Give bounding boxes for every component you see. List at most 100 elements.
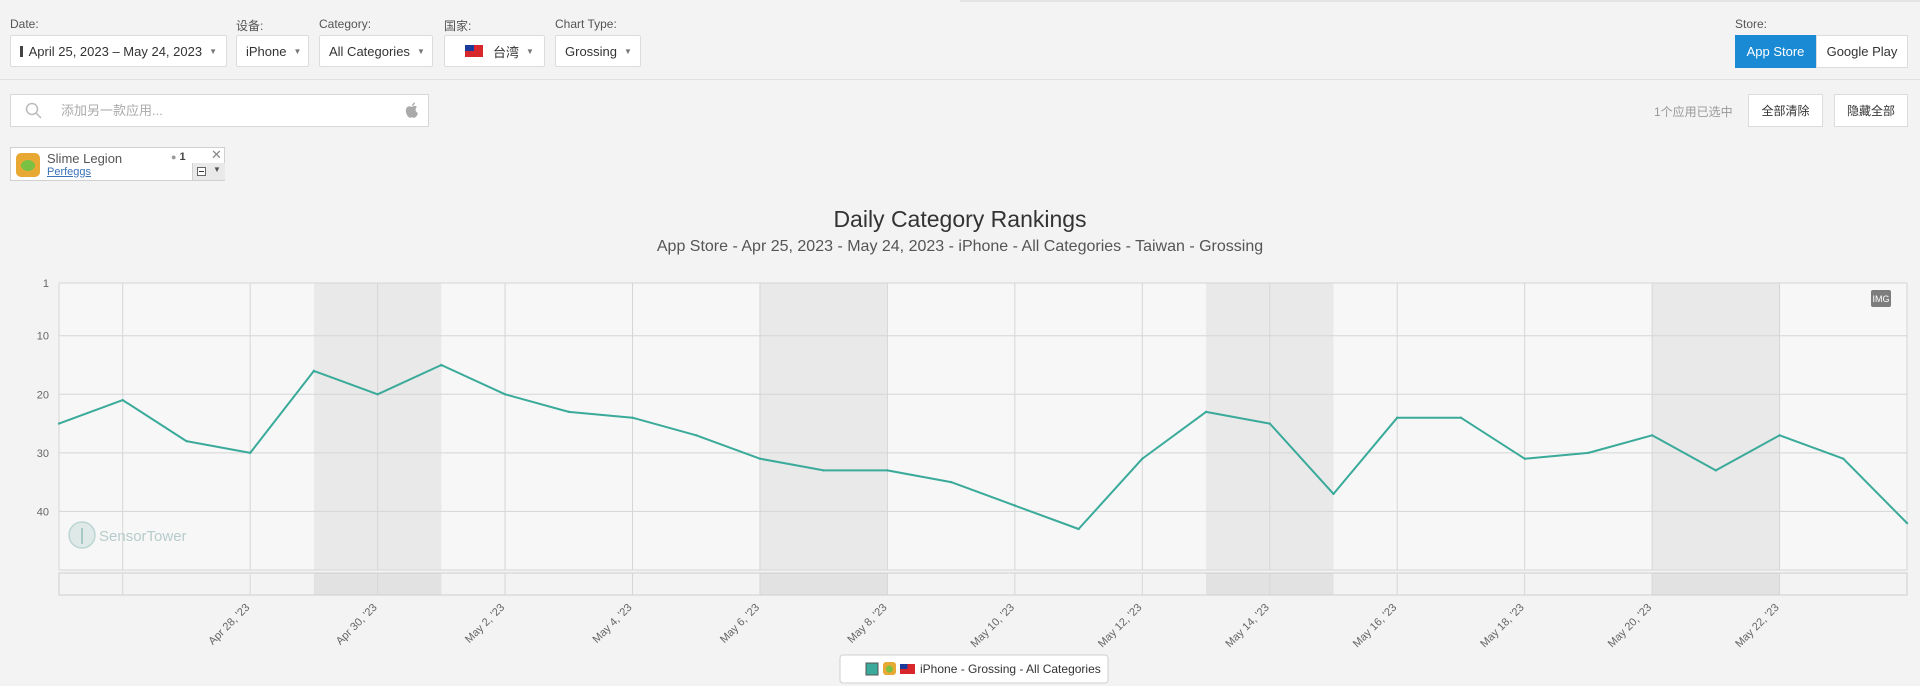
legend-flag-canton <box>900 664 908 669</box>
data-point <box>886 469 889 472</box>
x-tick-label: May 2, '23 <box>463 602 507 646</box>
data-point <box>121 398 124 402</box>
navigator-weekend-band <box>759 573 888 595</box>
category-label: Category: <box>319 17 372 31</box>
category-select[interactable]: All Categories ▼ <box>319 35 433 67</box>
data-point <box>567 410 570 414</box>
data-point <box>1077 527 1080 531</box>
chart-type-value: Grossing <box>565 43 618 59</box>
x-tick-label: May 18, '23 <box>1478 602 1526 650</box>
chevron-down-icon[interactable]: ▼ <box>213 165 221 174</box>
x-tick-label: May 6, '23 <box>718 602 762 646</box>
legend-box <box>839 654 1109 684</box>
data-point <box>1650 434 1654 437</box>
data-point <box>758 457 762 460</box>
taiwan-flag-icon <box>465 45 483 57</box>
x-tick-label: May 4, '23 <box>591 602 635 646</box>
app-store-button[interactable]: App Store <box>1735 35 1816 68</box>
y-tick-label: 10 <box>37 331 49 343</box>
y-tick-label: 1 <box>43 278 49 290</box>
data-point <box>248 451 252 455</box>
chart-subtitle: App Store - Apr 25, 2023 - May 24, 2023 … <box>656 238 1264 255</box>
y-tick-label: 20 <box>37 389 49 401</box>
date-range-value: April 25, 2023 – May 24, 2023 <box>28 43 203 59</box>
legend-app-icon-detail <box>886 665 893 673</box>
data-point <box>1587 451 1590 455</box>
chevron-down-icon: ▼ <box>526 46 534 56</box>
country-value: 台湾 <box>493 44 520 60</box>
country-select[interactable]: 台湾 ▼ <box>444 35 545 67</box>
data-point <box>1396 416 1399 419</box>
app-rank-value: 1 <box>179 151 186 163</box>
legend-series-swatch <box>865 662 879 676</box>
chevron-down-icon: ▼ <box>416 46 425 56</box>
country-label: 国家: <box>444 19 472 33</box>
selected-count: 1个应用已选中 <box>1654 105 1733 119</box>
chevron-down-icon: ▼ <box>293 46 302 56</box>
data-point <box>57 422 61 425</box>
navigator-bar <box>58 572 1908 596</box>
chip-controls: ▼ <box>192 163 225 180</box>
chevron-down-icon: ▼ <box>624 46 632 56</box>
date-label: Date: <box>10 17 39 31</box>
chart-title: Daily Category Rankings <box>833 206 1087 232</box>
x-tick-label: May 14, '23 <box>1223 602 1271 650</box>
search-input[interactable] <box>59 102 403 119</box>
ranking-chart: 1 10 20 30 40 Apr 28, '23 Apr 30, '23 May 2, '2… <box>37 278 1909 684</box>
slime-app-icon <box>16 153 40 177</box>
y-tick-label: 30 <box>37 448 49 460</box>
app-search-box[interactable] <box>10 94 429 127</box>
export-image-button[interactable] <box>1871 290 1891 307</box>
collapse-icon[interactable] <box>197 167 206 176</box>
data-point <box>1778 434 1781 437</box>
chevron-down-icon: ▼ <box>209 46 217 56</box>
data-point <box>376 393 379 396</box>
chart-type-select[interactable]: Grossing ▼ <box>555 35 641 67</box>
data-point <box>1842 457 1845 460</box>
top-divider <box>960 0 1920 2</box>
weekend-band <box>1652 283 1780 570</box>
data-point <box>1905 521 1909 525</box>
data-point <box>631 416 634 419</box>
store-label: Store: <box>1735 17 1768 31</box>
sensortower-watermark: SensorTower <box>99 528 187 545</box>
export-image-label: IMG <box>1873 294 1890 304</box>
app-chip[interactable]: Slime Legion Perfeggs ● 1 ✕ ▼ <box>10 147 225 181</box>
data-point <box>440 363 443 367</box>
x-tick-label: May 20, '23 <box>1606 602 1654 650</box>
clear-all-button[interactable]: 全部清除 <box>1748 94 1823 127</box>
x-tick-label: May 16, '23 <box>1351 602 1399 650</box>
google-play-button[interactable]: Google Play <box>1816 35 1908 68</box>
data-point <box>822 469 825 472</box>
weekend-band <box>759 283 888 570</box>
data-point <box>1268 422 1271 425</box>
legend-series-label: iPhone - Grossing - All Categories <box>920 662 1101 676</box>
y-tick-label: 40 <box>37 506 49 518</box>
data-point <box>185 439 188 443</box>
x-tick-label: May 22, '23 <box>1733 602 1781 650</box>
x-tick-label: May 8, '23 <box>845 602 889 646</box>
close-icon[interactable]: ✕ <box>211 147 222 162</box>
device-select[interactable]: iPhone ▼ <box>236 35 309 67</box>
developer-link[interactable]: Perfeggs <box>47 166 92 178</box>
date-range-picker[interactable]: April 25, 2023 – May 24, 2023 ▼ <box>10 35 227 67</box>
apple-icon <box>405 102 418 118</box>
x-tick-label: Apr 28, '23 <box>206 602 252 648</box>
data-point <box>1523 457 1526 460</box>
data-point <box>1013 504 1017 507</box>
apple-small-icon: ● <box>171 152 177 162</box>
chart-type-label: Chart Type: <box>555 17 617 31</box>
data-point <box>1141 457 1144 460</box>
hide-all-button[interactable]: 隐藏全部 <box>1834 94 1908 127</box>
app-name: Slime Legion <box>47 151 123 166</box>
app-rank-badge: ● 1 <box>171 151 186 163</box>
data-point <box>1714 469 1718 472</box>
filter-divider <box>0 79 1920 80</box>
data-point <box>1459 416 1463 419</box>
navigator-weekend-band <box>1652 573 1780 595</box>
data-point <box>949 480 953 484</box>
x-tick-label: May 12, '23 <box>1096 602 1144 650</box>
device-label: 设备: <box>236 19 264 33</box>
x-tick-label: May 10, '23 <box>969 602 1017 650</box>
data-point <box>503 393 507 396</box>
